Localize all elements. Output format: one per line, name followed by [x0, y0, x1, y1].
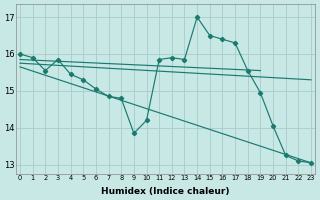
X-axis label: Humidex (Indice chaleur): Humidex (Indice chaleur) — [101, 187, 230, 196]
